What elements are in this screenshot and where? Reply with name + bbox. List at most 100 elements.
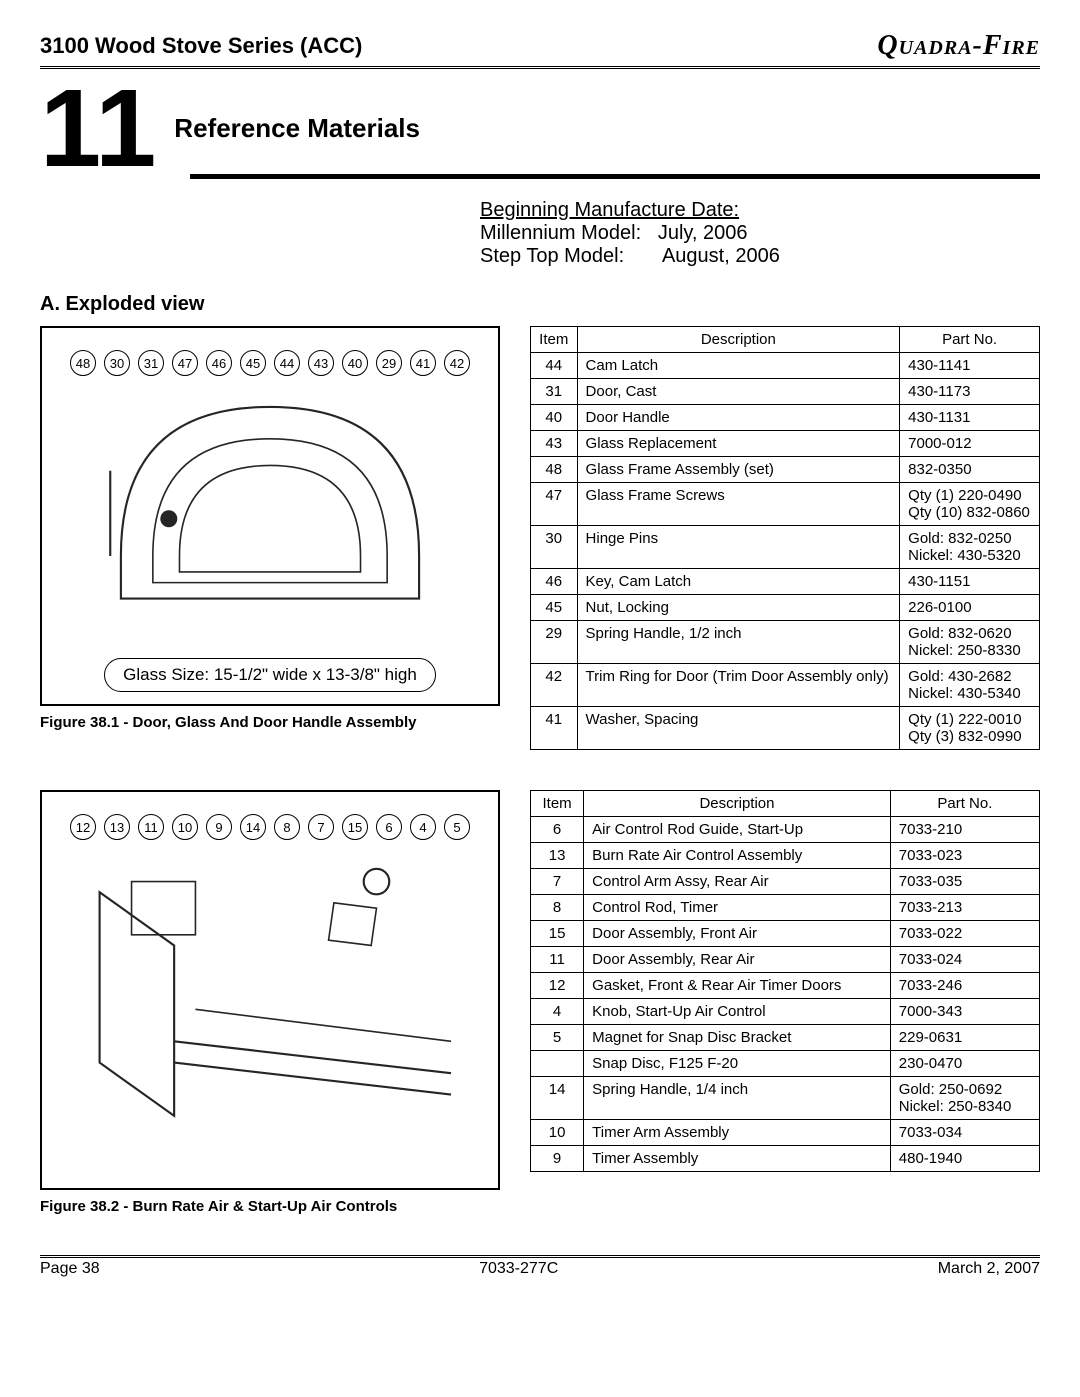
table-row: 8Control Rod, Timer7033-213 — [531, 895, 1040, 921]
col-header: Item — [531, 791, 584, 817]
footer-page: Page 38 — [40, 1260, 100, 1278]
date1-label: Millennium Model: — [480, 222, 641, 244]
cell-description: Hinge Pins — [577, 526, 900, 569]
cell-partno: 832-0350 — [900, 457, 1040, 483]
page-footer: Page 38 7033-277C March 2, 2007 — [40, 1255, 1040, 1278]
cell-item: 13 — [531, 843, 584, 869]
cell-description: Washer, Spacing — [577, 707, 900, 750]
table-row: 6Air Control Rod Guide, Start-Up7033-210 — [531, 817, 1040, 843]
table-row: 10Timer Arm Assembly7033-034 — [531, 1120, 1040, 1146]
cell-item: 15 — [531, 921, 584, 947]
date2-label: Step Top Model: — [480, 245, 624, 267]
cell-partno: 226-0100 — [900, 595, 1040, 621]
cell-description: Cam Latch — [577, 353, 900, 379]
cell-item — [531, 1051, 584, 1077]
cell-item: 14 — [531, 1077, 584, 1120]
cell-partno: 7033-246 — [890, 973, 1039, 999]
table-row: 44Cam Latch430-1141 — [531, 353, 1040, 379]
cell-partno: 7033-022 — [890, 921, 1039, 947]
cell-item: 5 — [531, 1025, 584, 1051]
cell-description: Burn Rate Air Control Assembly — [584, 843, 891, 869]
table-row: 12Gasket, Front & Rear Air Timer Doors70… — [531, 973, 1040, 999]
table-row: 11Door Assembly, Rear Air7033-024 — [531, 947, 1040, 973]
date-line-2: Step Top Model: August, 2006 — [480, 245, 1040, 268]
table-row: 45Nut, Locking226-0100 — [531, 595, 1040, 621]
cell-description: Spring Handle, 1/4 inch — [584, 1077, 891, 1120]
cell-description: Door Assembly, Front Air — [584, 921, 891, 947]
table-row: 15Door Assembly, Front Air7033-022 — [531, 921, 1040, 947]
parts-table-1: ItemDescriptionPart No. 44Cam Latch430-1… — [530, 326, 1040, 750]
table-row: 30Hinge PinsGold: 832-0250 Nickel: 430-5… — [531, 526, 1040, 569]
cell-partno: 430-1173 — [900, 379, 1040, 405]
cell-description: Gasket, Front & Rear Air Timer Doors — [584, 973, 891, 999]
door-diagram-icon — [57, 343, 483, 663]
cell-item: 6 — [531, 817, 584, 843]
brand-logo: Quadra-Fire — [877, 30, 1040, 62]
cell-item: 8 — [531, 895, 584, 921]
cell-partno: Qty (1) 220-0490 Qty (10) 832-0860 — [900, 483, 1040, 526]
manufacture-dates: Beginning Manufacture Date: Millennium M… — [480, 199, 1040, 268]
figure-2-caption: Figure 38.2 - Burn Rate Air & Start-Up A… — [40, 1198, 500, 1215]
cell-partno: Gold: 832-0620 Nickel: 250-8330 — [900, 621, 1040, 664]
cell-description: Timer Assembly — [584, 1146, 891, 1172]
cell-item: 46 — [531, 569, 578, 595]
table-row: 5Magnet for Snap Disc Bracket229-0631 — [531, 1025, 1040, 1051]
cell-item: 11 — [531, 947, 584, 973]
table-row: 9Timer Assembly480-1940 — [531, 1146, 1040, 1172]
figure-2-wrapper: 121311109148715645 Figure 38.2 - Burn Ra… — [40, 790, 500, 1215]
cell-item: 42 — [531, 664, 578, 707]
cell-partno: 7033-213 — [890, 895, 1039, 921]
cell-item: 44 — [531, 353, 578, 379]
cell-partno: 430-1131 — [900, 405, 1040, 431]
figure-1-caption: Figure 38.1 - Door, Glass And Door Handl… — [40, 714, 500, 731]
cell-description: Door Assembly, Rear Air — [584, 947, 891, 973]
table-row: 42Trim Ring for Door (Trim Door Assembly… — [531, 664, 1040, 707]
parts-table-2: ItemDescriptionPart No. 6Air Control Rod… — [530, 790, 1040, 1172]
page-header: 3100 Wood Stove Series (ACC) Quadra-Fire — [40, 30, 1040, 69]
table-row: 40Door Handle430-1131 — [531, 405, 1040, 431]
date1-value: July, 2006 — [658, 222, 748, 244]
glass-size-label: Glass Size: 15-1/2" wide x 13-3/8" high — [104, 658, 436, 692]
col-header: Part No. — [900, 327, 1040, 353]
cell-partno: 7033-210 — [890, 817, 1039, 843]
cell-description: Door Handle — [577, 405, 900, 431]
cell-description: Nut, Locking — [577, 595, 900, 621]
footer-date: March 2, 2007 — [938, 1260, 1040, 1278]
cell-description: Knob, Start-Up Air Control — [584, 999, 891, 1025]
cell-item: 7 — [531, 869, 584, 895]
cell-description: Glass Frame Screws — [577, 483, 900, 526]
cell-description: Spring Handle, 1/2 inch — [577, 621, 900, 664]
cell-item: 30 — [531, 526, 578, 569]
cell-item: 45 — [531, 595, 578, 621]
cell-description: Door, Cast — [577, 379, 900, 405]
cell-item: 9 — [531, 1146, 584, 1172]
cell-partno: 7033-023 — [890, 843, 1039, 869]
cell-description: Control Arm Assy, Rear Air — [584, 869, 891, 895]
col-header: Part No. — [890, 791, 1039, 817]
cell-description: Snap Disc, F125 F-20 — [584, 1051, 891, 1077]
table-row: 41Washer, SpacingQty (1) 222-0010 Qty (3… — [531, 707, 1040, 750]
series-title: 3100 Wood Stove Series (ACC) — [40, 33, 362, 59]
cell-item: 43 — [531, 431, 578, 457]
table-row: 7Control Arm Assy, Rear Air7033-035 — [531, 869, 1040, 895]
cell-partno: 7033-035 — [890, 869, 1039, 895]
figure-1-wrapper: 483031474645444340294142 Glass Size: 15-… — [40, 326, 500, 731]
table-row: 4Knob, Start-Up Air Control7000-343 — [531, 999, 1040, 1025]
cell-partno: 480-1940 — [890, 1146, 1039, 1172]
col-header: Item — [531, 327, 578, 353]
cell-item: 48 — [531, 457, 578, 483]
cell-description: Key, Cam Latch — [577, 569, 900, 595]
date2-value: August, 2006 — [662, 245, 780, 267]
cell-description: Magnet for Snap Disc Bracket — [584, 1025, 891, 1051]
cell-item: 41 — [531, 707, 578, 750]
figure-2-box: 121311109148715645 — [40, 790, 500, 1190]
cell-item: 31 — [531, 379, 578, 405]
section-title: Reference Materials — [174, 113, 420, 144]
table-row: 31Door, Cast430-1173 — [531, 379, 1040, 405]
cell-partno: 229-0631 — [890, 1025, 1039, 1051]
cell-partno: 430-1151 — [900, 569, 1040, 595]
section-heading: 11 Reference Materials — [40, 79, 1040, 178]
dates-heading: Beginning Manufacture Date: — [480, 199, 1040, 222]
cell-partno: Gold: 832-0250 Nickel: 430-5320 — [900, 526, 1040, 569]
cell-partno: 7033-024 — [890, 947, 1039, 973]
